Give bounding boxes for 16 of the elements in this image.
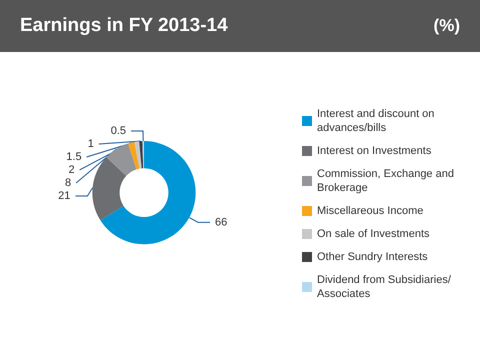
legend-label: Dividend from Subsidiaries/ Associates	[317, 274, 454, 300]
data-label: 66	[215, 216, 228, 228]
chart-subtitle: (%)	[434, 16, 460, 36]
chart-title: Earnings in FY 2013-14	[20, 15, 228, 37]
legend-label: Miscellareous Income	[317, 205, 424, 217]
legend-label: Interest and discount on advances/bills	[317, 108, 438, 134]
data-label: 0.5	[110, 124, 126, 137]
data-label: 8	[64, 176, 72, 189]
data-label: 2	[68, 164, 75, 176]
data-label: 21	[58, 190, 70, 202]
legend-label: Other Sundry Interests	[317, 251, 428, 263]
data-label: 1	[88, 138, 94, 150]
legend-label: Commission, Exchange and Brokerage	[317, 168, 458, 194]
data-label: 1.5	[66, 150, 82, 163]
legend-label: Interest on Investments	[317, 145, 432, 157]
legend-label: On sale of Investments	[317, 228, 430, 240]
